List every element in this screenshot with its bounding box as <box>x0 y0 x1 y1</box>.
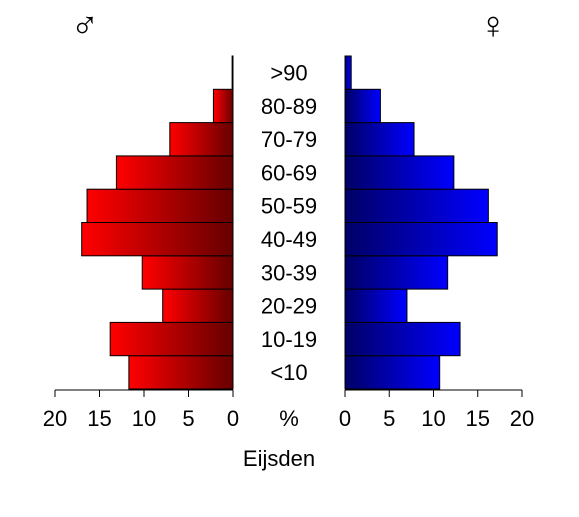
x-tick-label: 10 <box>132 406 156 431</box>
category-label: 30-39 <box>261 260 317 285</box>
bar <box>162 288 234 323</box>
bar <box>344 222 498 257</box>
bar <box>81 222 234 257</box>
axis-unit: % <box>279 406 299 431</box>
category-label: 60-69 <box>261 160 317 185</box>
x-tick-label: 20 <box>510 406 534 431</box>
bar <box>344 88 381 124</box>
bar <box>212 88 234 124</box>
bar <box>86 188 234 223</box>
x-tick-label: 20 <box>43 406 67 431</box>
category-label: 10-19 <box>261 327 317 352</box>
bar <box>344 321 461 357</box>
category-label: 80-89 <box>261 94 317 119</box>
bar <box>109 321 234 357</box>
bar <box>344 122 415 157</box>
x-tick-label: 0 <box>227 406 239 431</box>
x-tick-label: 5 <box>182 406 194 431</box>
bar <box>231 55 234 90</box>
legend-male: ♂ <box>71 5 100 47</box>
x-tick-label: 0 <box>339 406 351 431</box>
x-tick-label: 10 <box>421 406 445 431</box>
category-label: >90 <box>270 60 307 85</box>
category-label: 40-49 <box>261 227 317 252</box>
bar <box>344 355 441 390</box>
bar <box>344 155 455 190</box>
bar <box>169 122 234 157</box>
category-label: 70-79 <box>261 127 317 152</box>
bar <box>344 55 352 90</box>
bar <box>141 255 234 290</box>
x-tick-label: 5 <box>383 406 395 431</box>
bar <box>115 155 234 190</box>
category-label: 50-59 <box>261 194 317 219</box>
bar <box>344 188 489 223</box>
category-label: 20-29 <box>261 294 317 319</box>
bar <box>344 255 449 290</box>
category-label: <10 <box>270 360 307 385</box>
bar <box>344 288 408 323</box>
legend-female: ♀ <box>479 5 508 47</box>
x-tick-label: 15 <box>87 406 111 431</box>
x-tick-label: 15 <box>466 406 490 431</box>
bar <box>128 355 234 390</box>
x-axis-label: Eijsden <box>243 446 315 471</box>
